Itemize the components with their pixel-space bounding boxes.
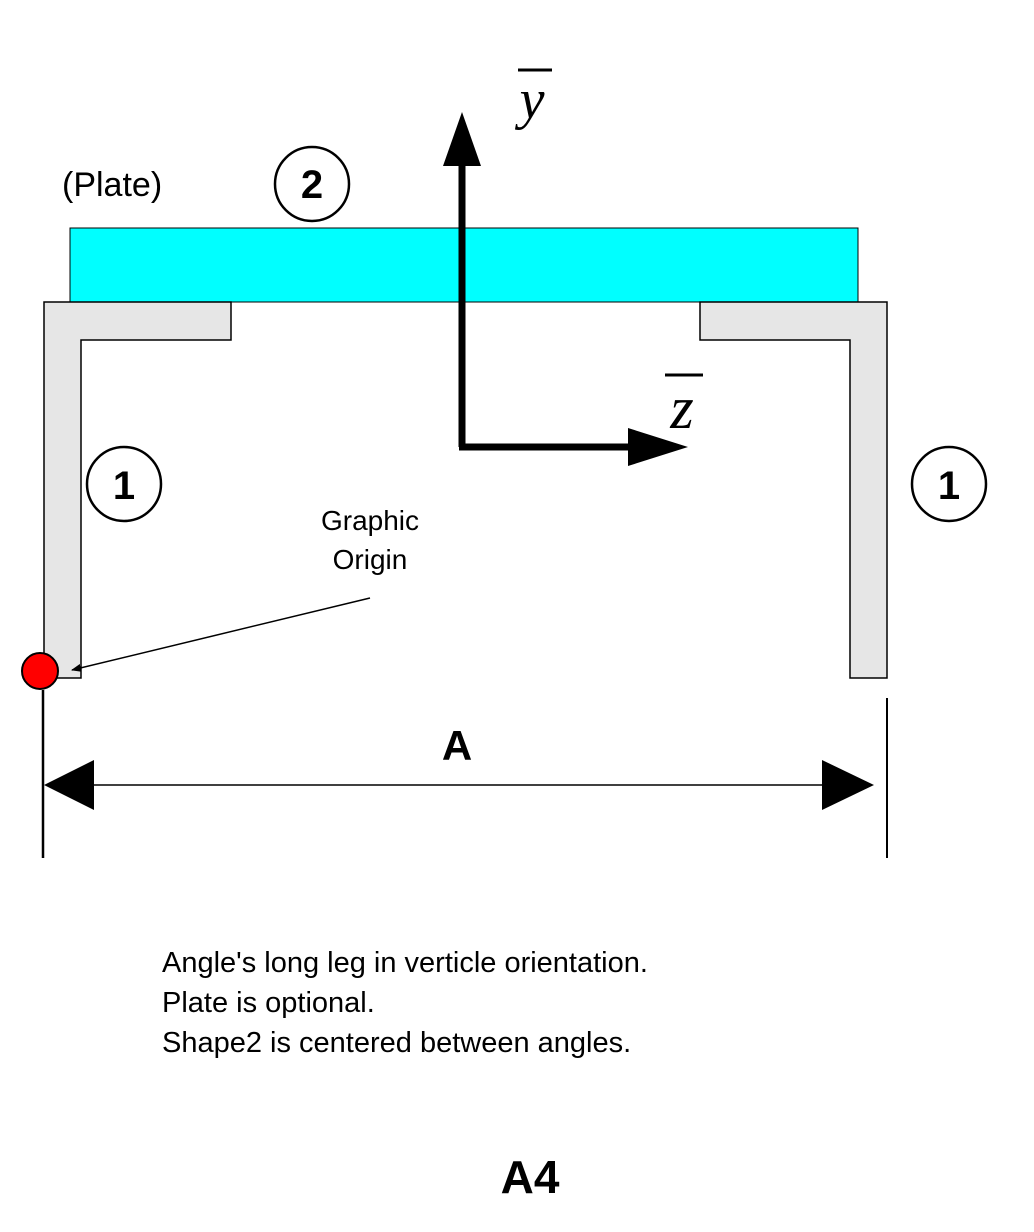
section-code: A4 — [501, 1151, 560, 1203]
note-line: Plate is optional. — [162, 987, 375, 1019]
right-angle-number: 1 — [938, 464, 960, 508]
dimension-arrowhead-right — [822, 760, 874, 810]
plate-number-circle — [273, 145, 351, 223]
plate-number: 2 — [301, 163, 323, 207]
right-angle-number-circle — [910, 445, 988, 523]
origin-leader-line — [71, 597, 371, 672]
note-line: Angle's long leg in verticle orientation… — [162, 947, 648, 979]
left-angle-number: 1 — [113, 464, 135, 508]
dimension-arrowhead-left — [44, 760, 94, 810]
dimension-label: A — [442, 722, 472, 769]
plate-label: (Plate) — [62, 166, 162, 204]
origin-label-line2: Origin — [333, 544, 408, 575]
right-angle-shape — [699, 301, 888, 679]
z-axis-label: z — [669, 375, 693, 441]
y-axis-label: y — [515, 69, 545, 131]
note-line: Shape2 is centered between angles. — [162, 1027, 631, 1059]
notes: Angle's long leg in verticle orientation… — [162, 947, 648, 1059]
z-axis-arrowhead — [628, 428, 688, 466]
origin-marker — [21, 652, 59, 690]
origin-label-line1: Graphic — [321, 505, 419, 536]
left-angle-number-circle — [85, 445, 163, 523]
y-axis-arrowhead — [443, 112, 481, 166]
